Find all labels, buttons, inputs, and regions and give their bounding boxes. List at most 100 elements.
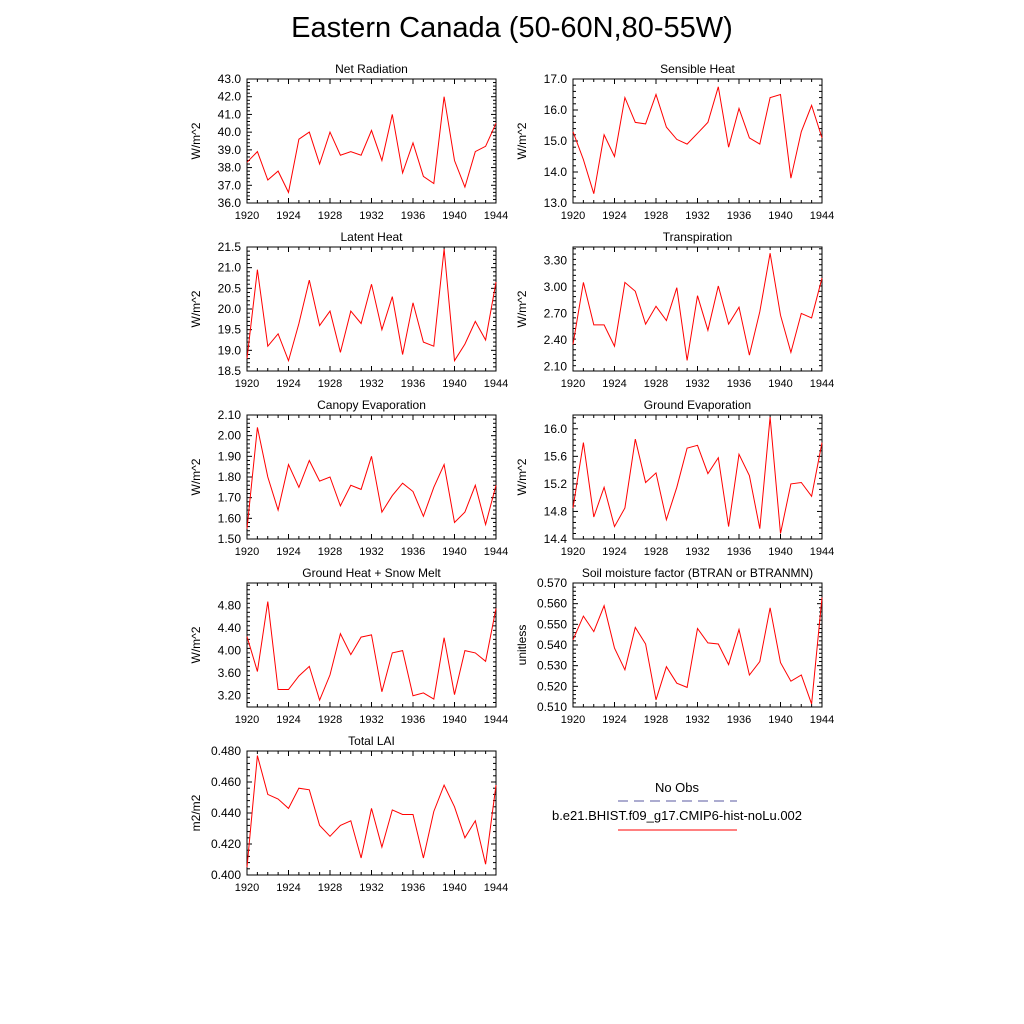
panel-title: Total LAI bbox=[348, 734, 395, 748]
x-tick-label: 1940 bbox=[442, 378, 466, 390]
y-tick-label: 36.0 bbox=[218, 196, 242, 210]
y-axis-label: unitless bbox=[515, 625, 529, 666]
y-tick-label: 14.4 bbox=[544, 532, 568, 546]
y-tick-label: 1.60 bbox=[218, 511, 242, 525]
x-tick-label: 1944 bbox=[484, 882, 508, 894]
y-tick-label: 19.5 bbox=[218, 323, 242, 337]
y-tick-label: 21.0 bbox=[218, 261, 242, 275]
plot-frame bbox=[246, 414, 497, 540]
y-tick-label: 0.570 bbox=[537, 576, 567, 590]
panel-2: Sensible Heat W/m^2 1920 1924 1928 1932 1936 19… bbox=[515, 62, 834, 222]
x-tick-label: 1928 bbox=[318, 210, 342, 222]
plot-frame bbox=[572, 246, 823, 372]
y-tick-label: 41.0 bbox=[218, 107, 242, 121]
x-tick-label: 1944 bbox=[810, 210, 834, 222]
y-tick-label: 14.8 bbox=[544, 504, 568, 518]
x-tick-label: 1940 bbox=[768, 210, 792, 222]
y-tick-label: 38.0 bbox=[218, 161, 242, 175]
x-tick-label: 1932 bbox=[685, 714, 709, 726]
x-tick-label: 1932 bbox=[685, 378, 709, 390]
y-tick-label: 0.550 bbox=[537, 617, 567, 631]
x-tick-label: 1940 bbox=[442, 546, 466, 558]
panel-title: Latent Heat bbox=[340, 230, 403, 244]
y-axis-label: W/m^2 bbox=[189, 458, 203, 495]
y-tick-label: 37.0 bbox=[218, 178, 242, 192]
y-tick-label: 4.40 bbox=[218, 621, 242, 635]
y-tick-label: 0.530 bbox=[537, 659, 567, 673]
x-tick-label: 1936 bbox=[727, 210, 751, 222]
x-tick-label: 1936 bbox=[401, 378, 425, 390]
x-tick-label: 1932 bbox=[359, 378, 383, 390]
x-tick-label: 1940 bbox=[442, 882, 466, 894]
y-tick-label: 3.30 bbox=[544, 253, 568, 267]
y-tick-label: 18.5 bbox=[218, 364, 242, 378]
y-tick-label: 20.0 bbox=[218, 302, 242, 316]
x-tick-label: 1944 bbox=[810, 714, 834, 726]
series-line bbox=[246, 96, 497, 194]
y-tick-label: 4.00 bbox=[218, 644, 242, 658]
x-tick-label: 1940 bbox=[768, 378, 792, 390]
y-axis-label: W/m^2 bbox=[515, 458, 529, 495]
x-tick-label: 1944 bbox=[484, 210, 508, 222]
x-tick-label: 1920 bbox=[235, 882, 259, 894]
y-tick-label: 43.0 bbox=[218, 72, 242, 86]
series-line bbox=[246, 755, 497, 868]
panel-title: Ground Evaporation bbox=[644, 398, 751, 412]
x-tick-label: 1936 bbox=[727, 378, 751, 390]
y-tick-label: 2.70 bbox=[544, 306, 568, 320]
x-tick-label: 1924 bbox=[602, 714, 626, 726]
y-tick-label: 2.00 bbox=[218, 429, 242, 443]
x-tick-label: 1932 bbox=[359, 714, 383, 726]
y-tick-label: 0.480 bbox=[211, 744, 241, 758]
panel-9: Total LAI m2/m2 1920 1924 1928 1932 1936 1940 19… bbox=[189, 734, 508, 894]
y-tick-label: 21.5 bbox=[218, 240, 242, 254]
x-tick-label: 1920 bbox=[235, 378, 259, 390]
panel-7: Ground Heat + Snow Melt W/m^2 1920 1924 1928… bbox=[189, 566, 508, 726]
panel-3: Latent Heat W/m^2 1920 1924 1928 1932 1936 1940… bbox=[189, 230, 508, 390]
y-tick-label: 1.90 bbox=[218, 449, 242, 463]
x-tick-label: 1920 bbox=[235, 210, 259, 222]
y-tick-label: 2.10 bbox=[218, 408, 242, 422]
y-tick-label: 15.6 bbox=[544, 449, 568, 463]
x-tick-label: 1928 bbox=[318, 882, 342, 894]
y-tick-label: 16.0 bbox=[544, 422, 568, 436]
panel-8: Soil moisture factor (BTRAN or BTRANMN) u… bbox=[515, 566, 834, 726]
x-tick-label: 1920 bbox=[561, 546, 585, 558]
y-axis-label: W/m^2 bbox=[515, 290, 529, 327]
plot-frame bbox=[246, 582, 497, 708]
x-tick-label: 1924 bbox=[276, 378, 300, 390]
x-tick-label: 1924 bbox=[602, 378, 626, 390]
y-axis-label: W/m^2 bbox=[515, 122, 529, 159]
panel-title: Ground Heat + Snow Melt bbox=[302, 566, 441, 580]
x-tick-label: 1924 bbox=[276, 546, 300, 558]
series-line bbox=[572, 253, 823, 361]
y-tick-label: 1.80 bbox=[218, 470, 242, 484]
x-tick-label: 1944 bbox=[810, 378, 834, 390]
y-tick-label: 1.70 bbox=[218, 491, 242, 505]
x-tick-label: 1920 bbox=[235, 546, 259, 558]
x-tick-label: 1940 bbox=[768, 714, 792, 726]
y-tick-label: 3.20 bbox=[218, 689, 242, 703]
y-tick-label: 19.0 bbox=[218, 343, 242, 357]
y-axis-label: W/m^2 bbox=[189, 122, 203, 159]
y-axis-label: W/m^2 bbox=[189, 626, 203, 663]
y-tick-label: 0.510 bbox=[537, 700, 567, 714]
x-tick-label: 1936 bbox=[401, 714, 425, 726]
y-tick-label: 3.00 bbox=[544, 280, 568, 294]
x-tick-label: 1924 bbox=[602, 210, 626, 222]
y-tick-label: 15.2 bbox=[544, 477, 568, 491]
x-tick-label: 1932 bbox=[685, 546, 709, 558]
y-tick-label: 1.50 bbox=[218, 532, 242, 546]
x-tick-label: 1920 bbox=[561, 210, 585, 222]
series-line bbox=[246, 601, 497, 702]
panel-title: Net Radiation bbox=[335, 62, 408, 76]
y-tick-label: 0.520 bbox=[537, 679, 567, 693]
y-tick-label: 0.420 bbox=[211, 837, 241, 851]
plot-frame bbox=[572, 414, 823, 540]
y-tick-label: 14.0 bbox=[544, 165, 568, 179]
x-tick-label: 1932 bbox=[685, 210, 709, 222]
panel-1: Net Radiation W/m^2 1920 1924 1928 1932 1936 19… bbox=[189, 62, 508, 222]
panel-5: Canopy Evaporation W/m^2 1920 1924 1928 1932 1… bbox=[189, 398, 508, 558]
series-line bbox=[572, 597, 823, 705]
